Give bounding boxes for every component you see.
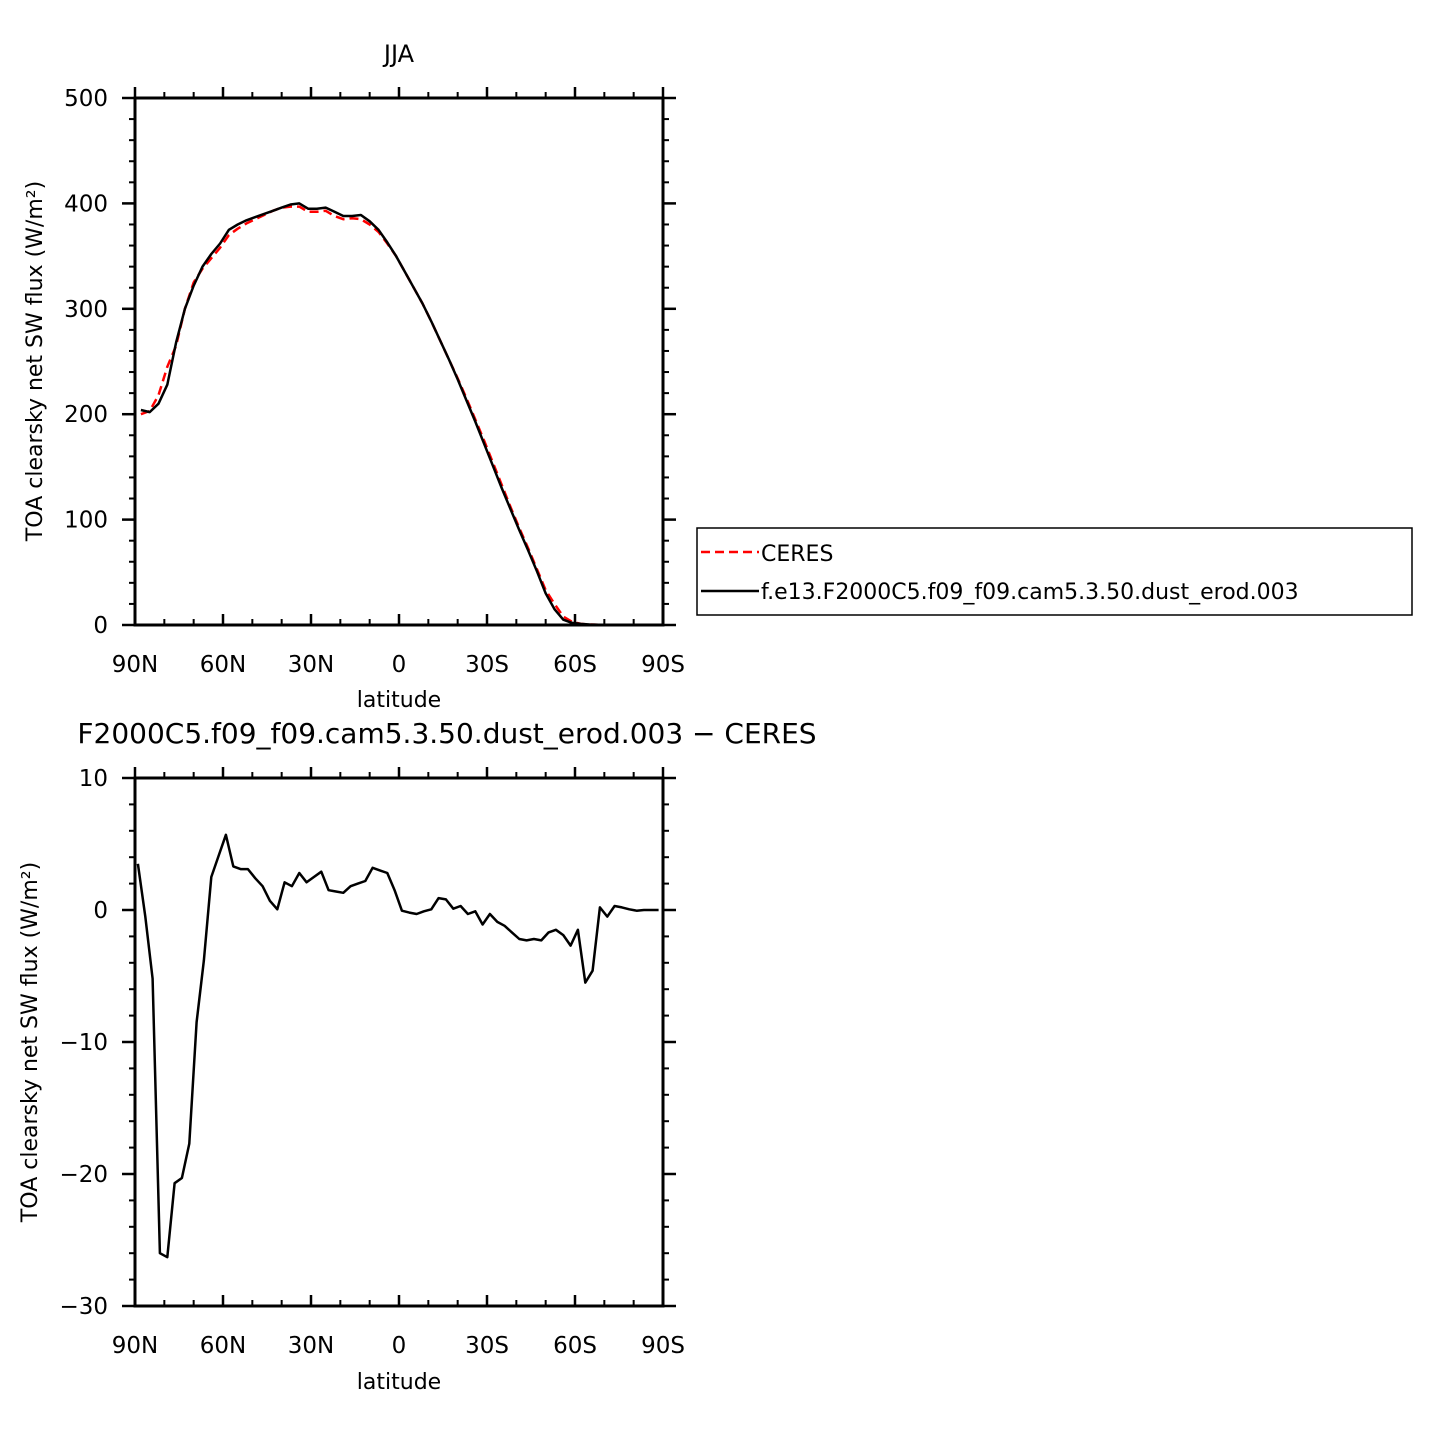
bottom-x-axis-label: latitude: [357, 1370, 441, 1395]
top-x-tick-label: 30N: [288, 652, 334, 678]
top-y-tick-label: 400: [64, 191, 108, 217]
bottom-y-tick-label: −10: [59, 1030, 108, 1056]
bottom-y-tick-label: 10: [79, 766, 108, 792]
bottom-x-tick-label: 30N: [288, 1333, 334, 1359]
top-y-tick-labels: 0 100 200 300 400 500: [64, 86, 108, 639]
bottom-y-tick-label: −30: [59, 1294, 108, 1320]
bottom-y-tick-label: 0: [93, 898, 108, 924]
bottom-x-tick-label: 90S: [641, 1333, 685, 1359]
top-y-axis-label: TOA clearsky net SW flux (W/m²): [23, 181, 48, 542]
bottom-plot-frame: [133, 776, 665, 1308]
legend-label-ceres: CERES: [761, 542, 833, 567]
bottom-x-tick-label: 60N: [200, 1333, 246, 1359]
bottom-x-tick-labels: 90N 60N 30N 0 30S 60S 90S: [112, 1333, 685, 1359]
bottom-panel: F2000C5.f09_f09.cam5.3.50.dust_erod.003 …: [18, 717, 817, 1395]
bottom-x-tick-label: 0: [392, 1333, 407, 1359]
bottom-y-axis-label: TOA clearsky net SW flux (W/m²): [18, 862, 43, 1223]
top-series-line-ceres: [140, 205, 661, 627]
bottom-x-tick-label: 60S: [553, 1333, 597, 1359]
top-x-tick-label: 90N: [112, 652, 158, 678]
top-y-tick-label: 200: [64, 402, 108, 428]
top-y-tick-label: 300: [64, 297, 108, 323]
bottom-series-lines: [136, 833, 659, 1259]
legend-label-model: f.e13.F2000C5.f09_f09.cam5.3.50.dust_ero…: [761, 580, 1299, 605]
top-series-line-model: [140, 202, 661, 627]
top-x-axis-label: latitude: [357, 688, 441, 713]
bottom-axis-ticks: [122, 767, 676, 1308]
top-x-tick-label: 60S: [553, 652, 597, 678]
top-x-tick-label: 90S: [641, 652, 685, 678]
top-axis-ticks: [122, 87, 676, 627]
top-panel: JJA 0 100 200 300 400 500 90N 60N 30N 0 30S 60S 90S…: [23, 40, 685, 713]
top-x-tick-label: 60N: [200, 652, 246, 678]
top-x-tick-label: 0: [392, 652, 407, 678]
top-series-lines: [140, 202, 661, 627]
bottom-x-tick-label: 90N: [112, 1333, 158, 1359]
top-x-tick-label: 30S: [465, 652, 509, 678]
bottom-y-tick-labels: −30 −20 −10 0 10: [59, 766, 108, 1320]
top-x-tick-labels: 90N 60N 30N 0 30S 60S 90S: [112, 652, 685, 678]
bottom-series-line-difference: [136, 833, 659, 1259]
top-y-tick-label: 500: [64, 86, 108, 112]
bottom-chart-title: F2000C5.f09_f09.cam5.3.50.dust_erod.003 …: [77, 717, 816, 750]
top-chart-title: JJA: [382, 40, 415, 68]
bottom-y-tick-label: −20: [59, 1162, 108, 1188]
top-y-tick-label: 100: [64, 508, 108, 534]
legend: CERES f.e13.F2000C5.f09_f09.cam5.3.50.du…: [696, 527, 1413, 616]
bottom-x-tick-label: 30S: [465, 1333, 509, 1359]
top-plot-frame: [133, 96, 665, 627]
top-y-tick-label: 0: [93, 613, 108, 639]
legend-box: [696, 527, 1413, 616]
